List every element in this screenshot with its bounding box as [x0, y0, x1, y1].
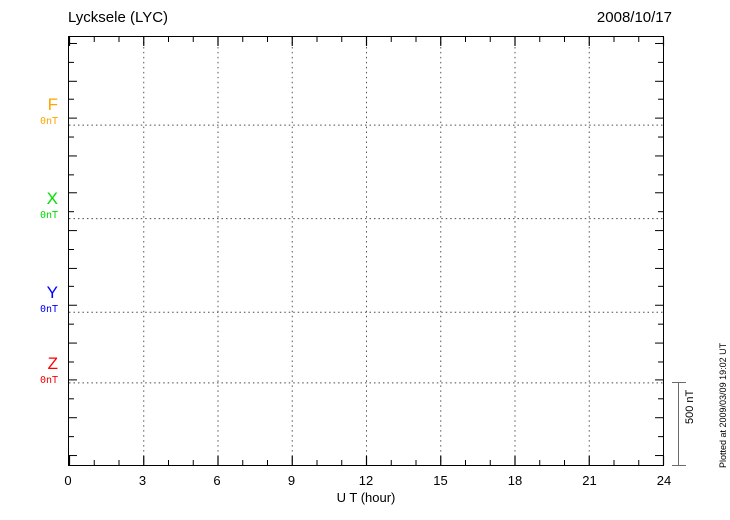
x-tick-label: 0: [64, 473, 72, 488]
component-value-f: 0nT: [39, 116, 58, 127]
component-label-z: Z 0nT: [12, 355, 58, 386]
scale-bar-top-cap: [672, 382, 686, 383]
component-label-y: Y 0nT: [12, 284, 58, 315]
x-axis-title: U T (hour): [336, 490, 396, 505]
x-tick-label: 12: [358, 473, 374, 488]
x-tick-label: 21: [582, 473, 597, 488]
component-letter-f: F: [47, 95, 58, 114]
axis-tick-layer: [68, 37, 665, 465]
x-tick-label: 6: [213, 473, 221, 488]
grid-layer: [143, 37, 590, 465]
x-tick-label: 18: [507, 473, 523, 488]
plotted-timestamp: Plotted at 2009/03/09 19:02 UT: [718, 342, 728, 468]
component-letter-z: Z: [47, 354, 58, 373]
component-letter-x: X: [46, 189, 58, 208]
component-label-f: F 0nT: [12, 96, 58, 127]
component-value-y: 0nT: [39, 304, 58, 315]
component-value-x: 0nT: [39, 210, 58, 221]
trace-layer: [69, 124, 663, 384]
plot-date: 2008/10/17: [596, 9, 672, 26]
x-tick-label: 3: [138, 473, 147, 488]
scale-bar-label: 500 nT: [684, 389, 696, 424]
x-tick-label: 24: [656, 473, 672, 488]
scale-bar-line: [678, 382, 679, 466]
x-tick-label: 15: [433, 473, 448, 488]
x-tick-label: 9: [287, 473, 296, 488]
component-label-x: X 0nT: [12, 190, 58, 221]
magnetogram-plot-area[interactable]: [68, 36, 665, 466]
scale-bar: [672, 382, 686, 466]
scale-bar-bottom-cap: [672, 465, 686, 466]
page-title: Lycksele (LYC): [68, 9, 169, 26]
component-letter-y: Y: [46, 283, 58, 302]
component-value-z: 0nT: [39, 375, 58, 386]
